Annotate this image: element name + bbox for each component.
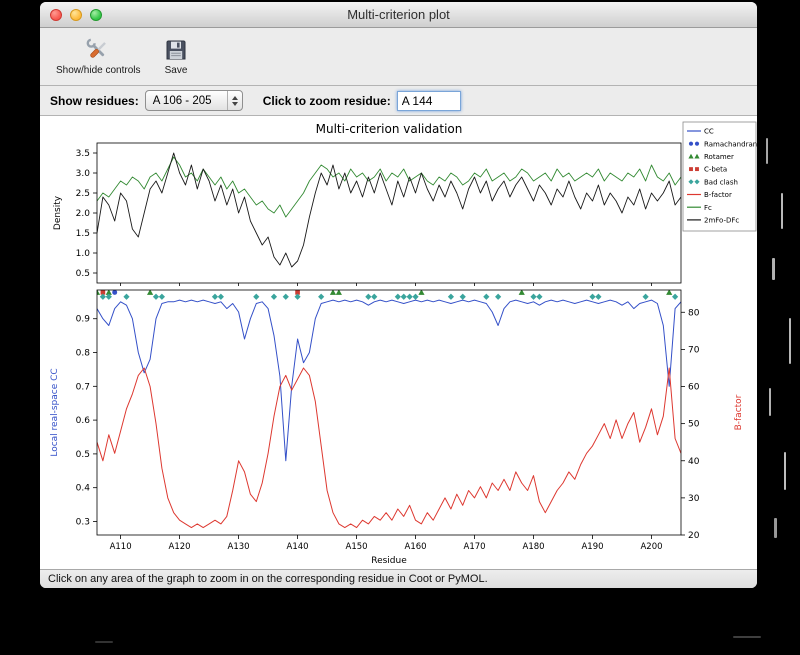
save-icon bbox=[163, 36, 190, 63]
save-button[interactable]: Save bbox=[159, 34, 194, 78]
screen-artifact bbox=[772, 258, 775, 280]
svg-text:70: 70 bbox=[688, 345, 700, 355]
tools-icon bbox=[85, 36, 112, 63]
window-titlebar[interactable]: Multi-criterion plot bbox=[40, 2, 757, 28]
svg-text:Rotamer: Rotamer bbox=[704, 153, 734, 161]
screen-artifact bbox=[789, 318, 791, 364]
svg-text:Local real-space CC: Local real-space CC bbox=[50, 368, 60, 456]
svg-text:CC: CC bbox=[704, 128, 714, 136]
screen-artifact bbox=[781, 193, 783, 229]
combo-stepper-icon bbox=[226, 91, 242, 110]
svg-text:C-beta: C-beta bbox=[704, 166, 727, 174]
close-button[interactable] bbox=[50, 9, 62, 21]
svg-text:0.5: 0.5 bbox=[76, 269, 90, 279]
svg-text:80: 80 bbox=[688, 308, 700, 318]
show-hide-controls-label: Show/hide controls bbox=[56, 65, 141, 76]
svg-text:Residue: Residue bbox=[371, 556, 407, 566]
svg-text:A120: A120 bbox=[169, 542, 191, 552]
svg-text:A170: A170 bbox=[464, 542, 486, 552]
svg-text:B-factor: B-factor bbox=[704, 191, 732, 199]
svg-text:1.0: 1.0 bbox=[76, 249, 91, 259]
svg-text:A160: A160 bbox=[405, 542, 427, 552]
multi-criterion-figure[interactable]: Multi-criterion validation 0.5 1.0 1.5 2.0 2.… bbox=[40, 116, 757, 569]
svg-text:2.0: 2.0 bbox=[76, 209, 91, 219]
minimize-button[interactable] bbox=[70, 9, 82, 21]
svg-text:B-factor: B-factor bbox=[734, 394, 744, 430]
traffic-lights bbox=[50, 9, 102, 21]
svg-text:A140: A140 bbox=[287, 542, 309, 552]
svg-text:Density: Density bbox=[53, 195, 63, 230]
svg-text:A190: A190 bbox=[581, 542, 603, 552]
svg-text:50: 50 bbox=[688, 420, 700, 430]
zoom-residue-input[interactable] bbox=[396, 90, 461, 111]
screen-artifact bbox=[733, 636, 761, 638]
svg-text:Ramachandran: Ramachandran bbox=[704, 140, 757, 148]
svg-text:A130: A130 bbox=[228, 542, 250, 552]
svg-text:30: 30 bbox=[688, 494, 700, 504]
plot-canvas: Multi-criterion validation 0.5 1.0 1.5 2.0 2.… bbox=[40, 116, 757, 569]
svg-text:A180: A180 bbox=[523, 542, 545, 552]
svg-text:0.7: 0.7 bbox=[76, 382, 90, 392]
residue-range-select[interactable]: A 106 - 205 bbox=[144, 90, 243, 111]
screen-artifact bbox=[766, 138, 768, 164]
svg-text:1.5: 1.5 bbox=[76, 229, 90, 239]
svg-text:Fc: Fc bbox=[704, 204, 712, 212]
svg-text:0.6: 0.6 bbox=[76, 416, 91, 426]
svg-text:0.9: 0.9 bbox=[76, 315, 91, 325]
multi-criterion-plot-window: Multi-criterion plot Show/hide controls bbox=[40, 2, 757, 588]
show-hide-controls-button[interactable]: Show/hide controls bbox=[52, 34, 145, 78]
svg-text:0.8: 0.8 bbox=[76, 349, 91, 359]
svg-text:3.0: 3.0 bbox=[76, 169, 91, 179]
svg-text:20: 20 bbox=[688, 531, 700, 541]
residue-range-value: A 106 - 205 bbox=[152, 94, 212, 107]
screen-artifact bbox=[95, 641, 113, 643]
svg-text:Bad clash: Bad clash bbox=[704, 178, 738, 186]
svg-text:0.4: 0.4 bbox=[76, 484, 91, 494]
svg-text:60: 60 bbox=[688, 383, 700, 393]
save-label: Save bbox=[164, 65, 188, 76]
screen-artifact bbox=[784, 452, 786, 490]
svg-text:A110: A110 bbox=[110, 542, 132, 552]
svg-text:40: 40 bbox=[688, 457, 700, 467]
svg-text:A150: A150 bbox=[346, 542, 368, 552]
svg-text:3.5: 3.5 bbox=[76, 149, 90, 159]
screen-artifact bbox=[774, 518, 777, 538]
svg-text:A200: A200 bbox=[640, 542, 662, 552]
svg-text:2.5: 2.5 bbox=[76, 189, 90, 199]
controls-bar: Show residues: A 106 - 205 Click to zoom… bbox=[40, 86, 757, 116]
svg-text:Multi-criterion validation: Multi-criterion validation bbox=[316, 122, 463, 136]
svg-text:0.5: 0.5 bbox=[76, 450, 90, 460]
zoom-residue-label: Click to zoom residue: bbox=[262, 93, 391, 108]
zoom-window-button[interactable] bbox=[90, 9, 102, 21]
svg-text:2mFo-DFc: 2mFo-DFc bbox=[704, 217, 739, 225]
status-bar: Click on any area of the graph to zoom i… bbox=[40, 569, 757, 588]
status-text: Click on any area of the graph to zoom i… bbox=[48, 573, 488, 585]
screen-artifact bbox=[769, 388, 771, 416]
svg-text:0.3: 0.3 bbox=[76, 517, 90, 527]
toolbar: Show/hide controls Save bbox=[40, 28, 757, 86]
show-residues-label: Show residues: bbox=[50, 93, 139, 108]
window-title: Multi-criterion plot bbox=[347, 7, 450, 22]
